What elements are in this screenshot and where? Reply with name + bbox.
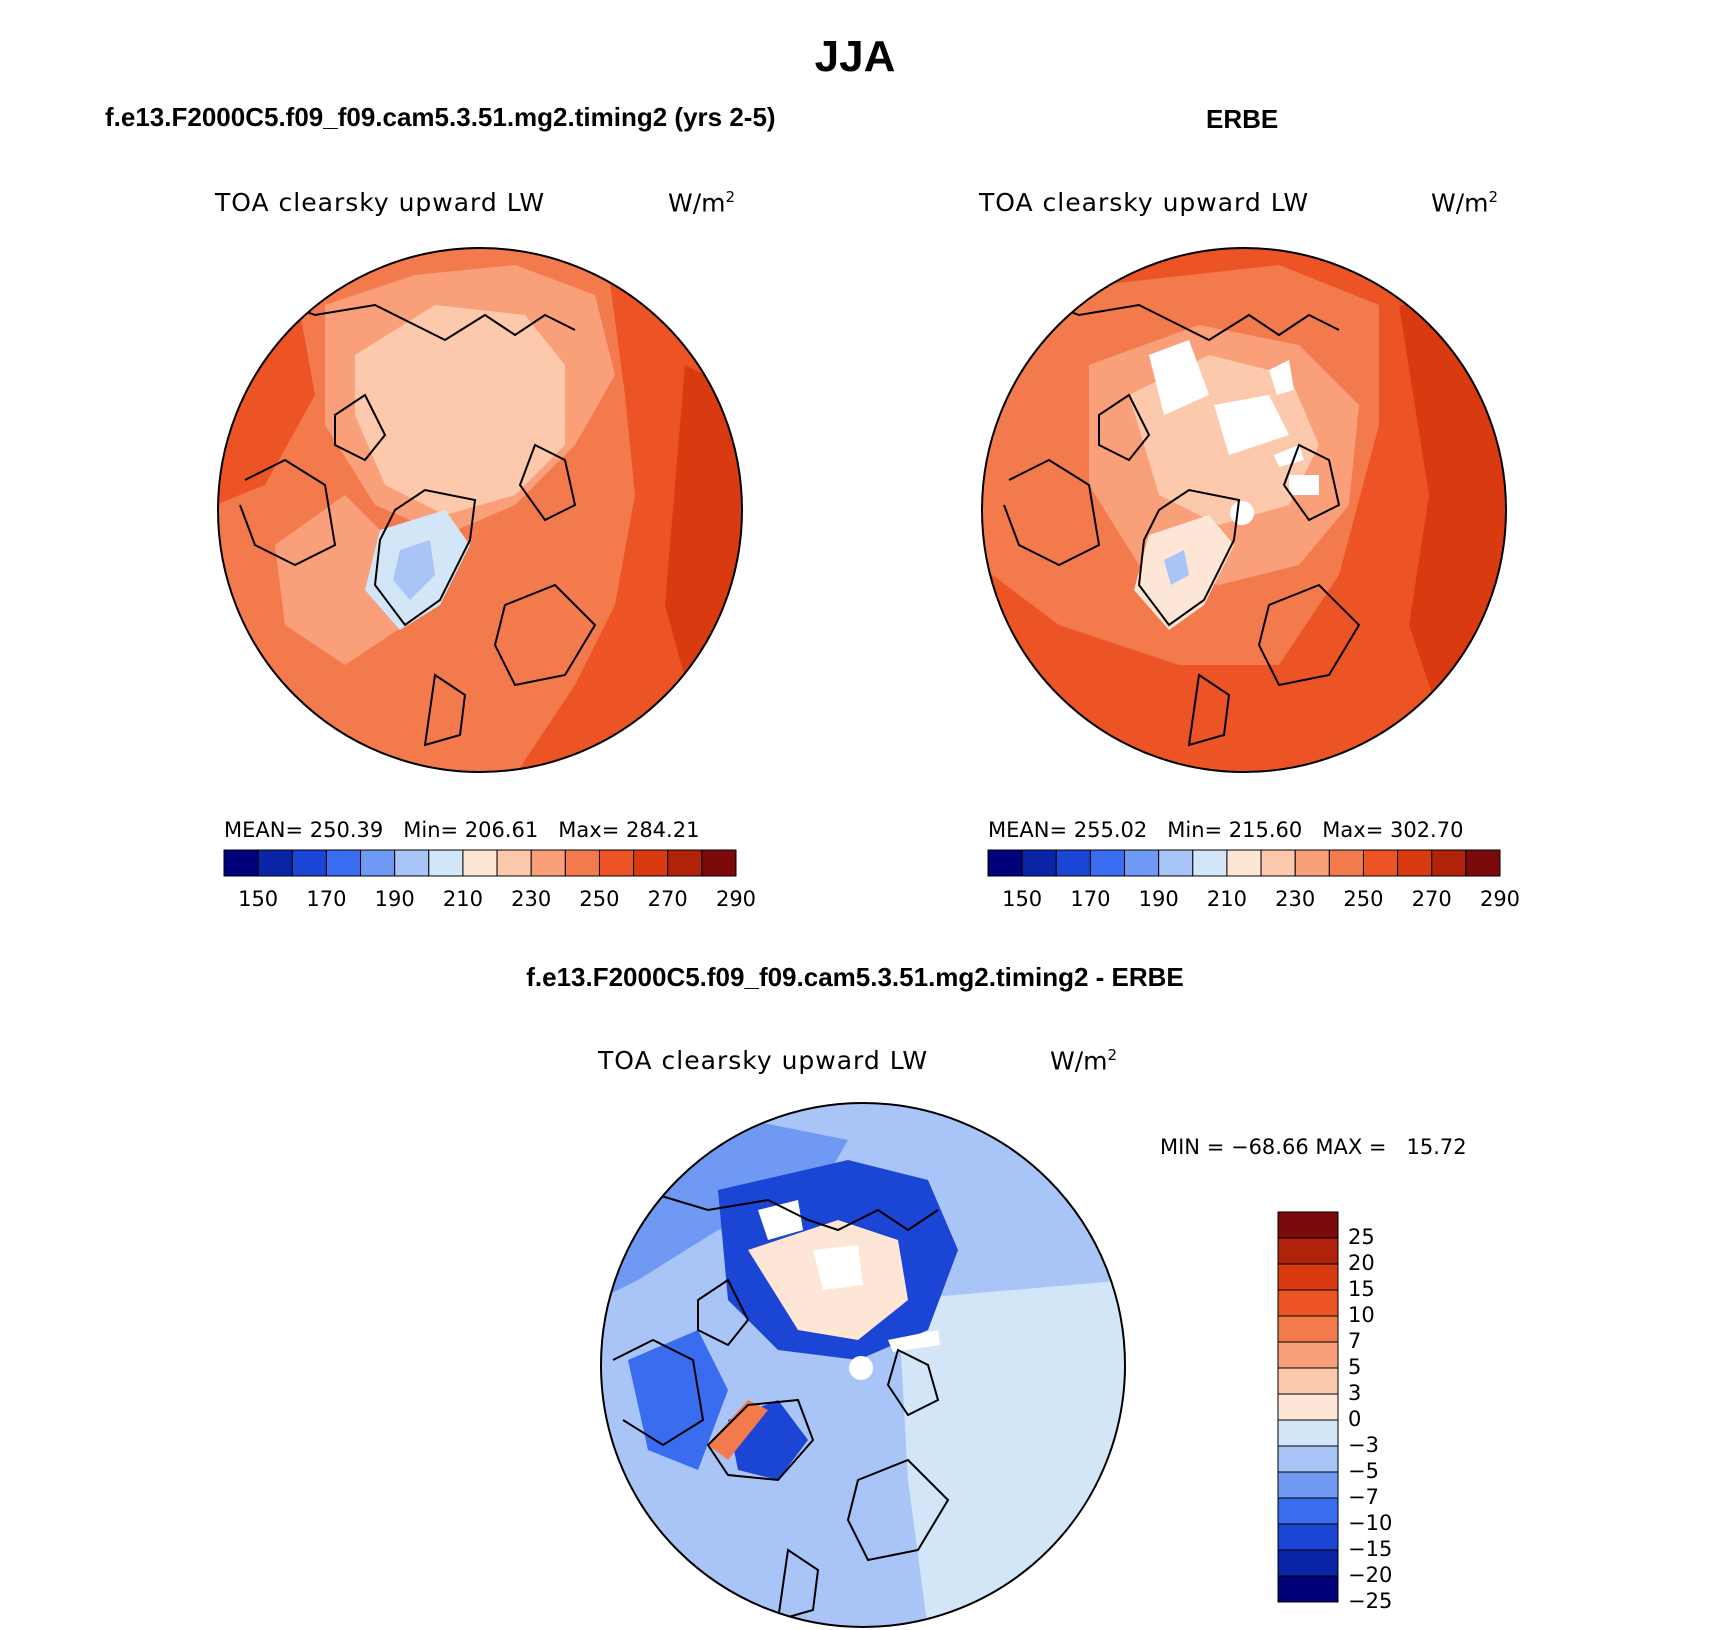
panel-3-colorbar-tick-label: 10 <box>1348 1303 1375 1327</box>
panel-3-colorbar-swatch <box>1277 1393 1339 1421</box>
panel-3-colorbar-swatch <box>1277 1341 1339 1369</box>
panel-3-units: W/m2 <box>1050 1046 1118 1076</box>
panel-2-colorbar <box>987 849 1501 877</box>
panel-2-colorbar-swatch <box>1226 849 1262 877</box>
panel-2-colorbar-tick-label: 190 <box>1138 887 1179 911</box>
panel-1-colorbar-swatch <box>667 849 703 877</box>
panel-1-colorbar-swatch <box>462 849 498 877</box>
figure-title: JJA <box>814 32 896 81</box>
panel-2-units: W/m2 <box>1431 188 1499 218</box>
panel-3-colorbar-tick-label: 25 <box>1348 1225 1375 1249</box>
panel-1-colorbar-swatch <box>633 849 669 877</box>
panel-3-colorbar-ticks: 25 20 15 10 7 5 3 0 −3 −5 −7 −10 −15 −20 −25 <box>1348 1212 1418 1613</box>
panel-2-colorbar-tick-label: 210 <box>1206 887 1247 911</box>
panel-1-colorbar-swatch <box>291 849 327 877</box>
panel-2-colorbar-swatch <box>1431 849 1467 877</box>
panel-3-colorbar-swatch <box>1277 1211 1339 1239</box>
panel-2-colorbar-swatch <box>1124 849 1160 877</box>
panel-1-colorbar-tick-label: 270 <box>647 887 688 911</box>
panel-1-colorbar-tick-label: 190 <box>374 887 415 911</box>
panel-3-title: f.e13.F2000C5.f09_f09.cam5.3.51.mg2.timi… <box>526 962 1184 992</box>
panel-3-colorbar-tick-label: 20 <box>1348 1251 1375 1275</box>
panel-1-colorbar-swatch <box>428 849 464 877</box>
panel-1-colorbar-tick-label: 230 <box>511 887 552 911</box>
panel-2-colorbar-tick-label: 150 <box>1002 887 1043 911</box>
panel-2-colorbar-tick-label: 170 <box>1070 887 1111 911</box>
panel-1-colorbar-swatch <box>530 849 566 877</box>
panel-2-colorbar-tick-label: 270 <box>1411 887 1452 911</box>
panel-3-colorbar-swatch <box>1277 1367 1339 1395</box>
panel-2-colorbar-ticks: 150 170 190 210 230 250 270 290 <box>988 887 1520 915</box>
panel-3-colorbar-swatch <box>1277 1289 1339 1317</box>
panel-1-colorbar-swatch <box>325 849 362 877</box>
panel-3-colorbar-tick-label: 3 <box>1348 1381 1362 1405</box>
panel-1-colorbar <box>223 849 737 877</box>
panel-2-colorbar-swatch <box>1260 849 1296 877</box>
panel-3-colorbar-swatch <box>1277 1471 1339 1499</box>
panel-1-colorbar-swatch <box>564 849 600 877</box>
panel-3-colorbar-tick-label: 0 <box>1348 1407 1362 1431</box>
panel-3-colorbar-tick-label: 15 <box>1348 1277 1375 1301</box>
panel-2-colorbar-tick-label: 230 <box>1275 887 1316 911</box>
panel-1-colorbar-swatch <box>394 849 430 877</box>
panel-3-colorbar-tick-label: −20 <box>1348 1563 1393 1587</box>
panel-2-colorbar-swatch <box>1192 849 1228 877</box>
panel-2-colorbar-swatch <box>1021 849 1057 877</box>
panel-2-colorbar-swatch <box>1465 849 1501 877</box>
panel-2-title: ERBE <box>1206 104 1279 134</box>
panel-3-colorbar-swatch <box>1277 1315 1339 1343</box>
panel-1-colorbar-ticks: 150 170 190 210 230 250 270 290 <box>224 887 756 915</box>
panel-2-map <box>981 247 1507 773</box>
panel-3-colorbar-tick-label: 7 <box>1348 1329 1362 1353</box>
panel-1-map <box>217 247 743 773</box>
panel-1-stats: MEAN= 250.39 Min= 206.61 Max= 284.21 <box>224 818 700 842</box>
panel-3-colorbar-tick-label: −7 <box>1348 1485 1379 1509</box>
panel-1-variable-label: TOA clearsky upward LW <box>215 188 546 217</box>
panel-3-colorbar-tick-label: −3 <box>1348 1433 1379 1457</box>
panel-3-colorbar-swatch <box>1277 1263 1339 1291</box>
panel-3-colorbar-swatch <box>1277 1419 1339 1447</box>
panel-3-variable-label: TOA clearsky upward LW <box>598 1046 929 1075</box>
panel-2-colorbar-swatch <box>1055 849 1091 877</box>
panel-2-variable-label: TOA clearsky upward LW <box>979 188 1310 217</box>
panel-1-colorbar-tick-label: 250 <box>579 887 620 911</box>
panel-3-colorbar-swatch <box>1277 1237 1339 1265</box>
panel-2-colorbar-tick-label: 290 <box>1479 887 1521 911</box>
panel-3-map <box>600 1102 1126 1628</box>
panel-2-colorbar-swatch <box>1362 849 1399 877</box>
panel-2-colorbar-tick-label: 250 <box>1343 887 1384 911</box>
panel-3-colorbar-tick-label: −10 <box>1348 1511 1393 1535</box>
panel-1-units: W/m2 <box>668 188 736 218</box>
panel-2-colorbar-swatch <box>1328 849 1364 877</box>
panel-1-colorbar-swatch <box>701 849 737 877</box>
panel-2-stats: MEAN= 255.02 Min= 215.60 Max= 302.70 <box>988 818 1464 842</box>
panel-3-colorbar-tick-label: −15 <box>1348 1537 1393 1561</box>
panel-1-colorbar-swatch <box>360 849 396 877</box>
panel-1-title: f.e13.F2000C5.f09_f09.cam5.3.51.mg2.timi… <box>105 102 776 132</box>
panel-3-colorbar-swatch <box>1277 1523 1339 1551</box>
panel-1-colorbar-tick-label: 150 <box>238 887 279 911</box>
panel-3-colorbar-tick-label: −5 <box>1348 1459 1379 1483</box>
panel-1-colorbar-swatch <box>223 849 259 877</box>
panel-2-colorbar-swatch <box>1158 849 1194 877</box>
panel-3-colorbar <box>1277 1211 1339 1603</box>
panel-2-colorbar-swatch <box>1089 849 1126 877</box>
panel-3-colorbar-swatch <box>1277 1445 1339 1473</box>
panel-3-colorbar-tick-label: 5 <box>1348 1355 1362 1379</box>
panel-2-colorbar-swatch <box>1397 849 1433 877</box>
panel-2-colorbar-swatch <box>987 849 1023 877</box>
panel-3-colorbar-swatch <box>1277 1575 1339 1603</box>
panel-1-colorbar-tick-label: 210 <box>442 887 483 911</box>
panel-3-colorbar-swatch <box>1277 1497 1339 1525</box>
panel-1-colorbar-swatch <box>257 849 293 877</box>
panel-1-colorbar-tick-label: 290 <box>715 887 757 911</box>
panel-3-colorbar-tick-label: −25 <box>1348 1589 1393 1613</box>
panel-1-colorbar-swatch <box>598 849 635 877</box>
panel-1-colorbar-tick-label: 170 <box>306 887 347 911</box>
panel-2-colorbar-swatch <box>1294 849 1330 877</box>
panel-3-colorbar-swatch <box>1277 1549 1339 1577</box>
panel-3-stats: MIN = −68.66 MAX = 15.72 <box>1160 1135 1467 1159</box>
panel-1-colorbar-swatch <box>496 849 532 877</box>
